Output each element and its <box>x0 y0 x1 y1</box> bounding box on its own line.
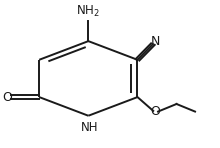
Text: O: O <box>2 91 12 104</box>
Text: N: N <box>150 36 160 48</box>
Text: NH$_2$: NH$_2$ <box>77 4 100 19</box>
Text: NH: NH <box>81 122 98 135</box>
Text: O: O <box>150 105 160 118</box>
